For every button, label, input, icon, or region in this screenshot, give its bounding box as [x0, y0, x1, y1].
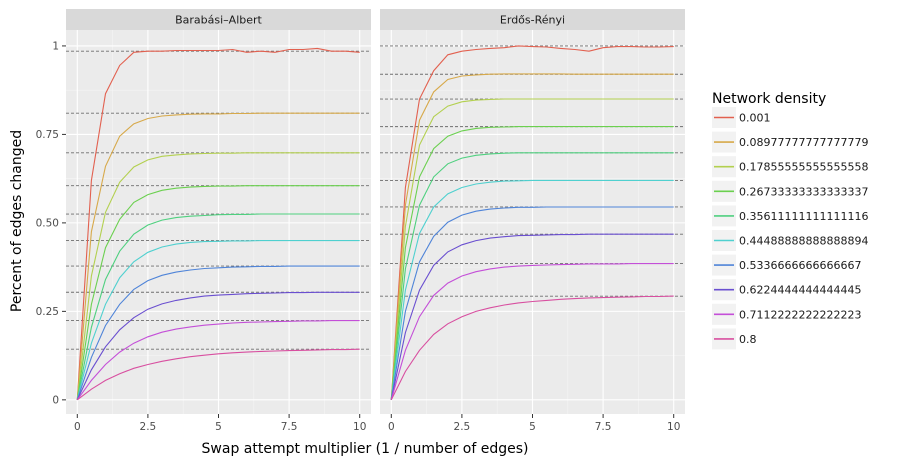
panels-layer: Barabási–Albert 0 2.5 5 7.5 10 0 0.25 0.50 0.75 1 E… — [36, 9, 685, 433]
series-line-2 — [390, 73, 674, 400]
facet-panel-1: Barabási–Albert 0 2.5 5 7.5 10 0 0.25 0.50 0.75 1 — [36, 9, 371, 433]
legend-item: 0.26733333333333337 — [712, 180, 868, 202]
y-tick-label: 0.75 — [36, 129, 59, 141]
series-line-8 — [390, 233, 674, 400]
legend-item: 0.17855555555555558 — [712, 156, 868, 178]
series-line-5 — [390, 152, 674, 400]
y-tick-label: 1 — [52, 41, 59, 53]
facet-strip — [66, 9, 371, 30]
legend-title: Network density — [712, 91, 826, 107]
x-tick-label: 2.5 — [140, 421, 157, 433]
series-line-10 — [76, 348, 360, 401]
y-tick-label: 0.50 — [36, 218, 59, 230]
legend-label: 0.35611111111111116 — [739, 210, 868, 223]
x-tick-label: 0 — [74, 421, 81, 433]
series-line-9 — [390, 263, 674, 400]
y-tick-label: 0 — [52, 395, 59, 407]
facet-strip-label: Barabási–Albert — [175, 14, 262, 27]
series-line-6 — [76, 240, 360, 400]
legend-item: 0.44488888888888894 — [712, 230, 868, 251]
facet-strip — [380, 9, 685, 30]
facet-strip-label: Erdős-Rényi — [500, 14, 565, 27]
legend-item: 0.8 — [712, 328, 757, 350]
series-line-1 — [390, 45, 674, 400]
x-tick-label: 5 — [529, 421, 536, 433]
x-tick-label: 10 — [667, 421, 680, 433]
series-line-7 — [390, 206, 674, 400]
series-line-2 — [76, 112, 360, 400]
facet-panel-2: Erdős-Rényi 0 2.5 5 7.5 10 — [380, 9, 685, 433]
x-tick-label: 5 — [215, 421, 222, 433]
x-tick-label: 0 — [388, 421, 395, 433]
series-line-4 — [390, 126, 674, 400]
legend-item: 0.6224444444444445 — [712, 279, 861, 301]
x-tick-label: 10 — [353, 421, 366, 433]
legend-label: 0.17855555555555558 — [739, 161, 868, 174]
legend-label: 0.44488888888888894 — [739, 235, 868, 248]
series-line-9 — [76, 320, 360, 401]
series-line-6 — [390, 179, 674, 400]
series-line-10 — [390, 295, 674, 401]
series-line-5 — [76, 213, 360, 400]
x-axis-title: Swap attempt multiplier (1 / number of e… — [202, 441, 529, 457]
series-line-1 — [76, 47, 360, 400]
y-axis-title: Percent of edges changed — [9, 130, 25, 312]
series-line-3 — [390, 98, 674, 400]
legend-item: 0.5336666666666667 — [712, 254, 861, 276]
legend-label: 0.26733333333333337 — [739, 185, 868, 198]
series-line-3 — [76, 152, 360, 400]
legend-item: 0.08977777777777779 — [712, 131, 868, 153]
series-line-8 — [76, 291, 360, 401]
legend-item: 0.7112222222222223 — [712, 303, 861, 325]
legend-label: 0.5336666666666667 — [739, 259, 861, 272]
legend-item: 0.35611111111111116 — [712, 205, 868, 227]
legend: Network density 0.001 0.08977777777777779… — [712, 91, 868, 350]
legend-label: 0.8 — [739, 333, 757, 346]
x-tick-label: 2.5 — [454, 421, 471, 433]
legend-item: 0.001 — [712, 107, 771, 128]
y-tick-label: 0.25 — [36, 306, 59, 318]
legend-label: 0.7112222222222223 — [739, 308, 861, 321]
series-line-7 — [76, 265, 360, 400]
series-line-4 — [76, 185, 360, 400]
x-tick-label: 7.5 — [595, 421, 612, 433]
legend-label: 0.6224444444444445 — [739, 284, 861, 297]
x-tick-label: 7.5 — [281, 421, 298, 433]
legend-label: 0.08977777777777779 — [739, 136, 868, 149]
legend-label: 0.001 — [739, 112, 771, 125]
